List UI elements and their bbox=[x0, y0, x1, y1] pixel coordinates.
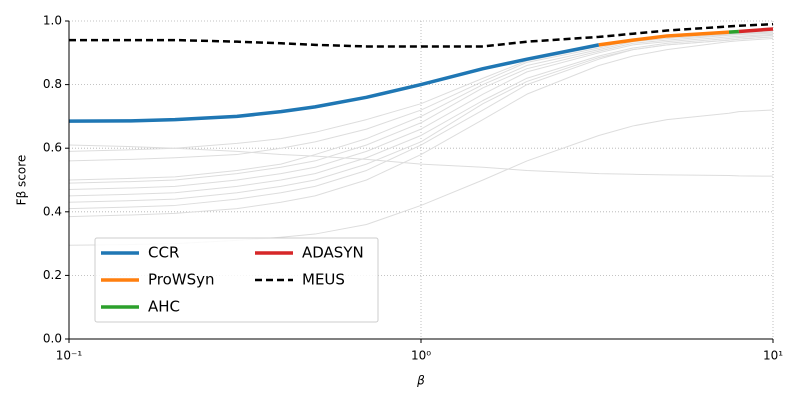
x-tick-label: 10¹ bbox=[763, 349, 783, 363]
x-tick-label: 10⁰ bbox=[411, 349, 431, 363]
y-tick-label: 0.6 bbox=[43, 141, 62, 155]
background-line bbox=[68, 32, 774, 184]
y-tick-label: 0.8 bbox=[43, 77, 62, 91]
legend-box bbox=[94, 237, 379, 323]
legend-label: ProWSyn bbox=[148, 271, 215, 289]
legend: CCR ProWSyn AHC ADASYN MEUS bbox=[94, 237, 379, 323]
x-axis-label: β bbox=[416, 374, 425, 388]
legend-label: MEUS bbox=[302, 271, 345, 289]
background-line bbox=[68, 34, 774, 197]
legend-label: CCR bbox=[148, 244, 179, 262]
y-tick-label: 0.0 bbox=[43, 332, 62, 346]
background-line bbox=[68, 33, 774, 191]
y-tick-label: 0.2 bbox=[43, 268, 62, 282]
x-tick-label: 10⁻¹ bbox=[56, 349, 83, 363]
series-line bbox=[738, 27, 774, 34]
background-line bbox=[68, 144, 774, 177]
y-tick-label: 1.0 bbox=[43, 14, 62, 28]
series-line bbox=[598, 30, 730, 47]
series-line bbox=[68, 43, 600, 123]
series-line bbox=[69, 22, 774, 48]
y-tick-label: 0.4 bbox=[43, 204, 62, 218]
legend-label: ADASYN bbox=[302, 244, 364, 262]
background-line bbox=[68, 31, 774, 181]
series-line bbox=[728, 29, 740, 34]
background-line bbox=[68, 37, 774, 218]
y-axis-label: Fβ score bbox=[15, 155, 29, 206]
background-line bbox=[68, 36, 774, 203]
legend-label: AHC bbox=[148, 298, 180, 316]
